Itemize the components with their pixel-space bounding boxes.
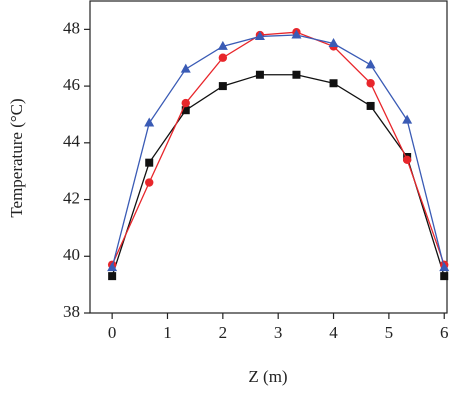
y-tick-label: 44 [63,132,81,151]
marker [402,155,412,165]
marker [365,59,376,69]
marker [255,70,264,79]
marker [218,53,228,62]
x-tick-label: 1 [163,323,172,342]
marker [440,272,449,281]
marker [292,70,301,79]
series-line [111,34,445,268]
x-tick-label: 4 [329,323,338,342]
marker [328,38,339,48]
marker [108,272,117,281]
marker [181,106,190,115]
y-tick-label: 42 [63,188,80,207]
marker [145,158,154,167]
marker [144,117,155,127]
y-axis-label: Temperature (°C) [7,98,26,217]
x-tick-label: 5 [385,323,394,342]
marker [180,63,191,73]
marker [402,114,413,124]
y-tick-label: 38 [63,302,80,321]
marker [107,262,118,272]
marker [145,178,154,187]
marker [291,29,302,39]
series-line [111,31,445,266]
marker [217,40,228,50]
marker [254,30,265,40]
plot-frame [89,0,448,314]
marker [329,79,338,88]
y-tick-label: 40 [63,245,80,264]
x-tick-label: 6 [440,323,449,342]
x-tick-label: 3 [274,323,283,342]
series-line [111,74,445,277]
x-tick-label: 2 [219,323,228,342]
marker [439,262,450,272]
y-tick-label: 48 [63,18,80,37]
y-tick-label: 46 [63,75,80,94]
marker [366,79,375,88]
marker [181,98,190,108]
marker [366,101,375,110]
marker [218,82,227,91]
x-axis-label: Z (m) [248,367,287,386]
x-tick-label: 0 [108,323,117,342]
